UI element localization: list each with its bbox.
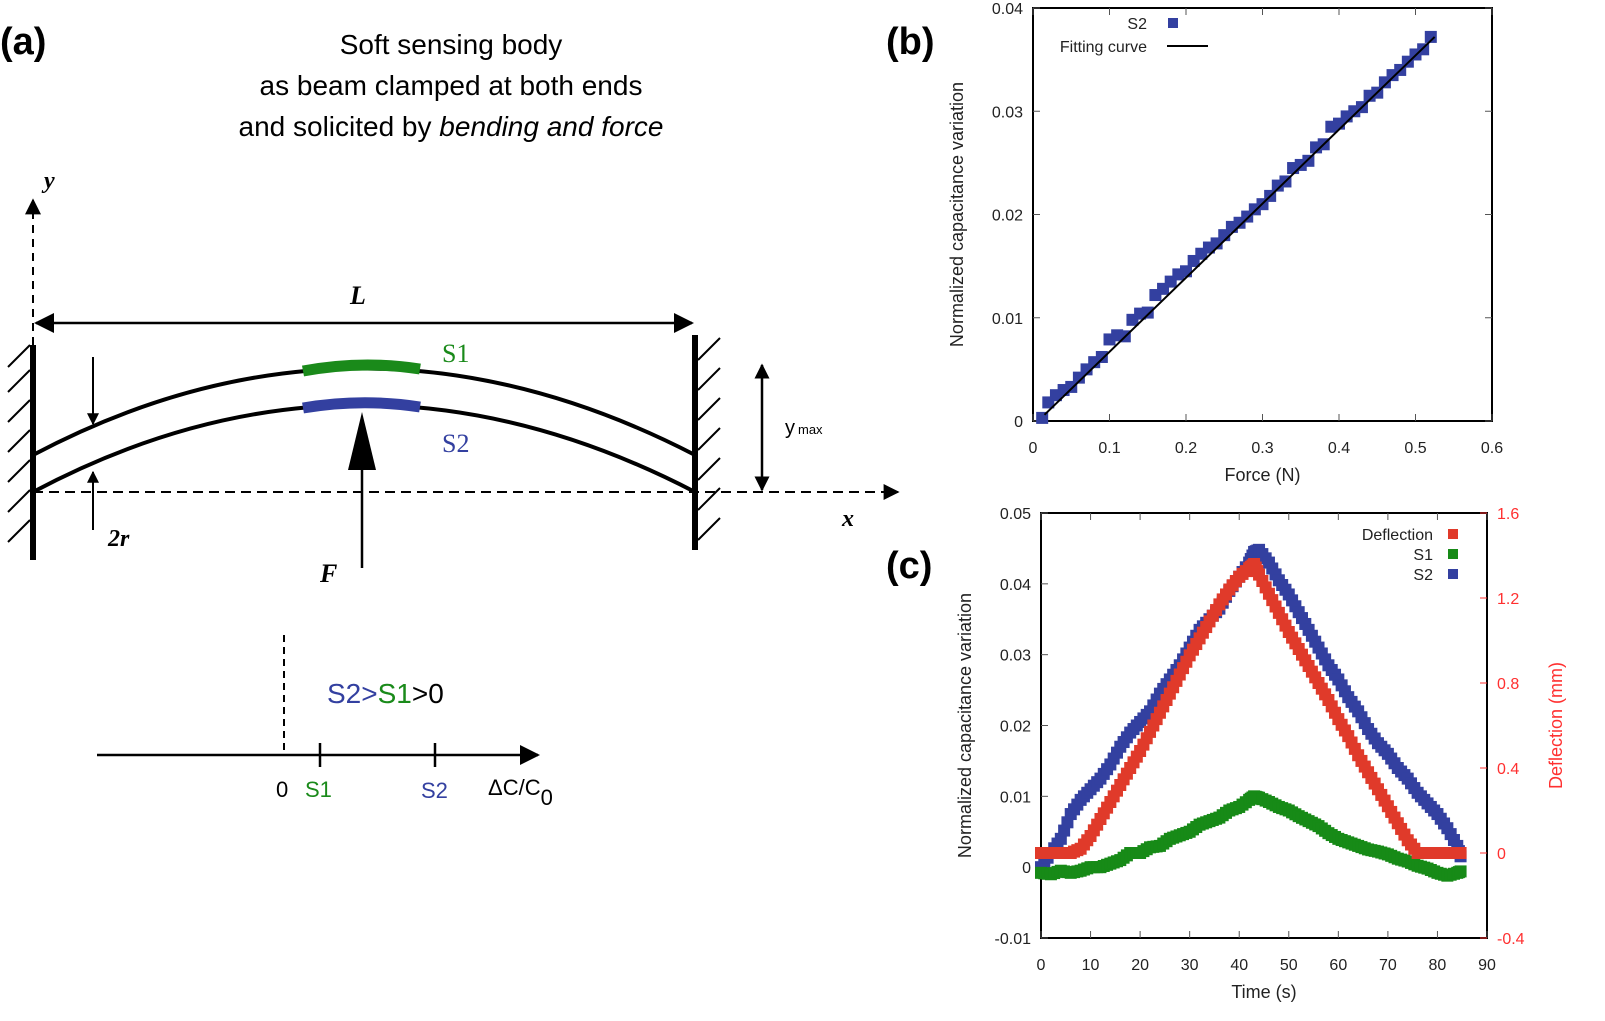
y-right-tick-label: -0.4 [1497, 931, 1525, 948]
panel-a-diagram: (a) Soft sensing body as beam clamped at… [0, 21, 900, 810]
x-tick-label: 90 [1478, 957, 1496, 974]
y-right-tick-label: 0.8 [1497, 676, 1519, 693]
legend-marker-deflection [1448, 529, 1458, 539]
thickness-label: 2r [107, 526, 130, 552]
y-tick-label: -0.01 [995, 931, 1032, 948]
x-tick-label: 0 [1037, 957, 1046, 974]
data-point-s2 [1424, 30, 1437, 43]
panel-c-label: (c) [886, 545, 932, 587]
panel-c-chart: (c) 0 10 20 30 40 50 60 70 80 90 -0.01 0 0.01 0.02 0.0… [886, 506, 1566, 1002]
s2-label: S2 [442, 429, 469, 458]
panel-b-label: (b) [886, 21, 935, 63]
ymax-label: y max [785, 417, 823, 439]
y-axis-title: Normalized capacitance variation [947, 82, 967, 347]
axis-s1-label: S1 [305, 777, 332, 802]
x-tick-label: 0.6 [1481, 440, 1503, 457]
y-tick-label: 0 [1022, 860, 1031, 877]
y-right-axis-title: Deflection (mm) [1546, 662, 1566, 789]
left-wall-hatch [7, 344, 31, 543]
relation-gt2: >0 [412, 678, 444, 709]
y-right-tick-label: 1.6 [1497, 506, 1519, 523]
data-point-s2 [1095, 350, 1108, 363]
x-tick-label: 0.4 [1328, 440, 1350, 457]
legend-s2-label: S2 [1127, 16, 1147, 33]
sensor-s1 [301, 359, 421, 377]
y-tick-label: 0.02 [1000, 719, 1031, 736]
title-italic: bending and force [439, 111, 663, 142]
legend-marker-s1 [1448, 549, 1458, 559]
x-tick-label: 50 [1280, 957, 1298, 974]
data-point-deflection [1454, 847, 1467, 859]
y-tick-label: 0.03 [992, 104, 1023, 121]
data-point-s2 [1141, 306, 1154, 319]
y-tick-label: 0.04 [992, 1, 1023, 18]
y-axis-label: y [41, 168, 55, 194]
y-tick-label: 0.05 [1000, 506, 1031, 523]
data-point-s1 [1454, 865, 1467, 878]
legend-label-s2: S2 [1413, 567, 1433, 584]
x-tick-label: 60 [1329, 957, 1347, 974]
x-tick-label: 10 [1082, 957, 1100, 974]
legend-label-deflection: Deflection [1362, 527, 1433, 544]
diagram-title-line2: as beam clamped at both ends [260, 70, 643, 101]
x-tick-label: 0.3 [1251, 440, 1273, 457]
y-tick-label: 0 [1014, 414, 1023, 431]
y-tick-label: 0.03 [1000, 648, 1031, 665]
data-point-s2 [1180, 265, 1192, 278]
x-tick-label: 0 [1029, 440, 1038, 457]
y-right-tick-label: 1.2 [1497, 591, 1519, 608]
legend-marker-s2 [1448, 569, 1458, 579]
x-axis-label: x [841, 506, 854, 532]
x-tick-label: 30 [1181, 957, 1199, 974]
axis-s2-label: S2 [421, 778, 448, 803]
x-tick-label: 70 [1379, 957, 1397, 974]
s1-label: S1 [442, 339, 469, 368]
relation-gt1: > [361, 678, 377, 709]
x-tick-label: 20 [1131, 957, 1149, 974]
data-point-s2 [1195, 247, 1208, 260]
fitting-curve [1043, 36, 1436, 416]
y-right-tick-label: 0.4 [1497, 761, 1519, 778]
axis-delta-c-label: ΔC/C0 [488, 775, 553, 810]
x-tick-label: 0.2 [1175, 440, 1197, 457]
y-right-tick-label: 0 [1497, 846, 1506, 863]
delta-c-sub: 0 [541, 785, 553, 810]
right-wall-hatch [697, 337, 721, 541]
force-label: F [319, 559, 337, 588]
x-axis-title: Time (s) [1231, 982, 1296, 1002]
relation-s2: S2 [327, 678, 361, 709]
ymax-main: y [785, 417, 795, 439]
y-tick-label: 0.01 [1000, 789, 1031, 806]
force-arrow-head [348, 412, 376, 470]
y-tick-label: 0.01 [992, 311, 1023, 328]
length-label: L [349, 281, 366, 310]
x-tick-label: 0.5 [1404, 440, 1426, 457]
data-point-s2 [1302, 154, 1315, 167]
legend-s2-marker [1168, 18, 1178, 28]
title-plain: and solicited by [239, 111, 440, 142]
axis-zero-label: 0 [276, 777, 288, 802]
x-axis-title: Force (N) [1225, 465, 1301, 485]
ymax-sub: max [798, 422, 823, 437]
panel-b-chart: (b) 0 0.1 0.2 0.3 0.4 0.5 0.6 0 0.01 0.02 0.03 0.04… [886, 1, 1503, 485]
sensor-s2 [302, 397, 421, 414]
relation-text: S2>S1>0 [327, 678, 444, 709]
panel-a-label: (a) [0, 21, 46, 63]
y-tick-label: 0.02 [992, 208, 1023, 225]
x-tick-label: 40 [1230, 957, 1248, 974]
y-axis-title: Normalized capacitance variation [955, 593, 975, 858]
diagram-title-line1: Soft sensing body [340, 29, 563, 60]
x-tick-label: 80 [1429, 957, 1447, 974]
delta-c-main: ΔC/C [488, 775, 541, 800]
legend-fit-label: Fitting curve [1060, 39, 1147, 56]
data-point-s2 [1065, 380, 1078, 393]
diagram-title-line3: and solicited by bending and force [239, 111, 664, 142]
x-tick-label: 0.1 [1098, 440, 1120, 457]
relation-s1: S1 [378, 678, 412, 709]
y-tick-label: 0.04 [1000, 577, 1031, 594]
legend-label-s1: S1 [1413, 547, 1433, 564]
